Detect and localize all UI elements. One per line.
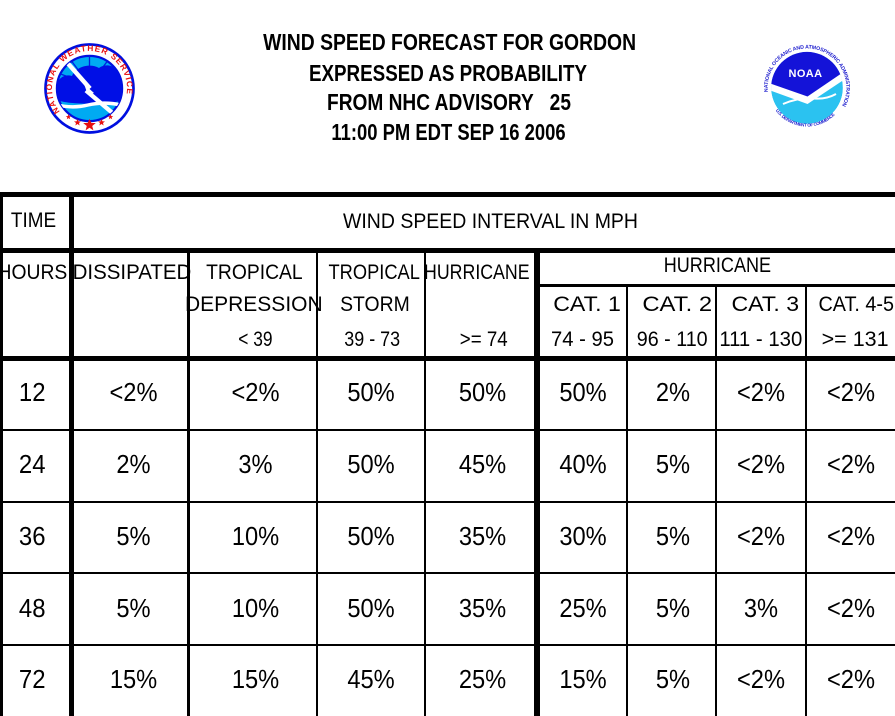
svg-text:NOAA: NOAA	[789, 68, 823, 80]
